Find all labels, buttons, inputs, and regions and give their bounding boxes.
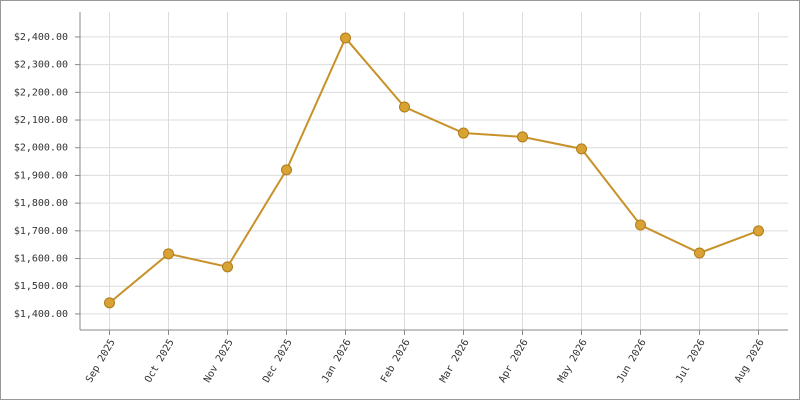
y-tick-label: $1,800.00 bbox=[14, 198, 68, 209]
point bbox=[635, 219, 646, 231]
y-tick-label: $1,400.00 bbox=[14, 309, 68, 320]
point bbox=[517, 131, 528, 143]
point bbox=[104, 297, 115, 309]
y-tick-label: $2,200.00 bbox=[14, 87, 68, 98]
point bbox=[458, 127, 469, 139]
y-tick-label: $2,100.00 bbox=[14, 115, 68, 126]
y-tick-label: $1,900.00 bbox=[14, 170, 68, 181]
point bbox=[163, 248, 174, 260]
point bbox=[399, 101, 410, 113]
series-line bbox=[108, 36, 759, 304]
y-tick-label: $1,700.00 bbox=[14, 226, 68, 237]
y-tick-label: $2,400.00 bbox=[14, 32, 68, 43]
y-tick-label: $2,000.00 bbox=[14, 143, 68, 154]
point bbox=[222, 261, 233, 273]
y-tick-label: $1,600.00 bbox=[14, 254, 68, 265]
point bbox=[694, 247, 705, 259]
point bbox=[753, 225, 764, 237]
point bbox=[340, 32, 351, 44]
point bbox=[281, 164, 292, 176]
point bbox=[576, 143, 587, 155]
y-tick-label: $1,500.00 bbox=[14, 281, 68, 292]
y-tick-label: $2,300.00 bbox=[14, 60, 68, 71]
